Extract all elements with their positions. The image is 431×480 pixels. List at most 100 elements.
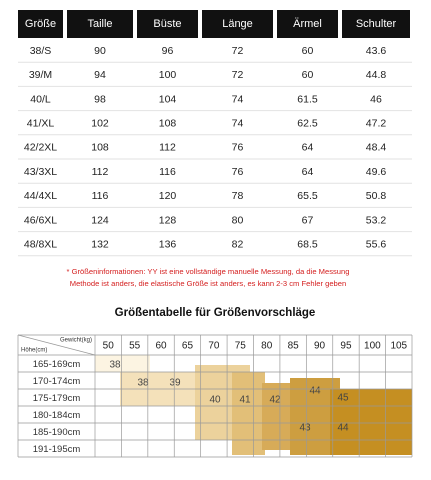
header-text: Büste [153, 18, 181, 30]
cell-text: 112 [159, 142, 176, 154]
cell-text: 38/S [30, 45, 52, 57]
header-text: Ärmel [293, 18, 322, 30]
size-label: 40 [209, 395, 221, 406]
cell-text: 44/4XL [24, 190, 57, 202]
cell-text: 82 [232, 238, 244, 250]
cell-text: 50.8 [366, 190, 387, 202]
cell-text: 76 [232, 142, 244, 154]
cell-text: 102 [91, 117, 109, 129]
cell-text: 98 [94, 93, 106, 105]
header-text: Schulter [356, 18, 397, 30]
weight: 85 [288, 341, 300, 352]
cell-text: 43.6 [366, 45, 387, 57]
cell-text: 74 [232, 93, 244, 105]
size-label: 44 [309, 386, 321, 397]
region [232, 372, 265, 455]
header-text: Größe [25, 18, 56, 30]
height: 175-179cm [33, 393, 81, 404]
cell-text: 60 [302, 69, 314, 81]
header-cell [67, 10, 133, 38]
size-label: 39 [169, 378, 181, 389]
cell-text: 49.6 [366, 166, 387, 178]
size-label: 44 [337, 423, 349, 434]
region [95, 355, 150, 372]
cell-text: 74 [232, 117, 244, 129]
cell-text: 116 [159, 166, 176, 178]
cell-text: 39/M [29, 69, 52, 81]
cell-text: 112 [92, 166, 109, 178]
cell-text: 64 [302, 166, 314, 178]
cell-text: 94 [94, 69, 106, 81]
cell-text: 48/8XL [24, 238, 57, 250]
weight: 70 [208, 341, 220, 352]
size-label: 45 [337, 393, 349, 404]
weight: 80 [261, 341, 273, 352]
size-label: 43 [299, 423, 311, 434]
diagonal [17, 334, 96, 356]
height: 185-190cm [33, 427, 81, 438]
cell-text: 72 [232, 69, 244, 81]
cell-text: 44.8 [366, 69, 387, 81]
cell-text: 43/3XL [24, 166, 57, 178]
cell-text: 108 [159, 117, 177, 129]
height: 170-174cm [33, 376, 81, 387]
cell-text: 72 [232, 45, 244, 57]
note: * Größeninformationen: YY ist eine volls… [67, 267, 350, 276]
header-text: Taille [87, 18, 112, 30]
header-cell [137, 10, 198, 38]
cell-text: 100 [159, 69, 177, 81]
height: 165-169cm [33, 359, 81, 370]
size-label: 38 [137, 378, 149, 389]
header-cell [277, 10, 338, 38]
cell-text: 116 [92, 190, 109, 202]
weight: 105 [390, 341, 407, 352]
region [262, 383, 292, 450]
cell-text: 40/L [30, 93, 51, 105]
weight: 90 [314, 341, 326, 352]
cell-text: 65.5 [297, 190, 318, 202]
weight: 75 [235, 341, 247, 352]
weight: 65 [182, 341, 194, 352]
weight: 55 [129, 341, 141, 352]
header-cell [18, 10, 63, 38]
cell-text: 132 [91, 238, 109, 250]
cell-text: 42/2XL [24, 142, 57, 154]
weight: 50 [103, 341, 115, 352]
cell-text: 64 [302, 142, 314, 154]
cell-text: 128 [159, 214, 177, 226]
cell-text: 47.2 [366, 117, 387, 129]
cell-text: 55.6 [366, 238, 387, 250]
region [330, 389, 412, 455]
cell-text: 53.2 [366, 214, 387, 226]
cell-text: 124 [91, 214, 109, 226]
cell-text: 78 [232, 190, 244, 202]
header-cell [342, 10, 410, 38]
size-label: 42 [269, 395, 281, 406]
height: 191-195cm [33, 444, 81, 455]
cell-text: 46 [370, 93, 382, 105]
height-label: Höhe(cm) [21, 348, 47, 354]
cell-text: 104 [159, 93, 177, 105]
cell-text: 61.5 [297, 93, 318, 105]
cell-text: 96 [162, 45, 174, 57]
note: Methode ist anders, die elastische Größe… [70, 279, 346, 288]
size-label: 41 [239, 395, 251, 406]
cell-text: 67 [302, 214, 314, 226]
weight-label: Gewicht(kg) [60, 338, 92, 344]
weight: 95 [340, 341, 352, 352]
cell-text: 46/6XL [24, 214, 57, 226]
cell-text: 90 [94, 45, 106, 57]
cell-text: 62.5 [297, 117, 318, 129]
height: 180-184cm [33, 410, 81, 421]
header-text: Länge [222, 18, 253, 30]
cell-text: 80 [232, 214, 244, 226]
cell-text: 108 [91, 142, 109, 154]
cell-text: 60 [302, 45, 314, 57]
cell-text: 120 [159, 190, 177, 202]
cell-text: 76 [232, 166, 244, 178]
cell-text: 48.4 [366, 142, 387, 154]
cell-text: 41/XL [27, 117, 55, 129]
guide-title: Größentabelle für Größenvorschläge [115, 307, 316, 319]
cell-text: 68.5 [297, 238, 318, 250]
